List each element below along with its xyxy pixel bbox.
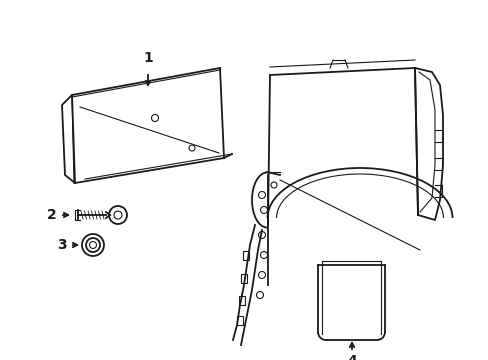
Bar xyxy=(243,251,248,260)
Bar xyxy=(237,316,243,325)
Bar xyxy=(239,296,244,305)
Text: 2: 2 xyxy=(47,208,57,222)
Text: 4: 4 xyxy=(346,354,356,360)
Text: 1: 1 xyxy=(143,51,153,65)
Text: 3: 3 xyxy=(57,238,67,252)
Bar xyxy=(241,274,246,283)
